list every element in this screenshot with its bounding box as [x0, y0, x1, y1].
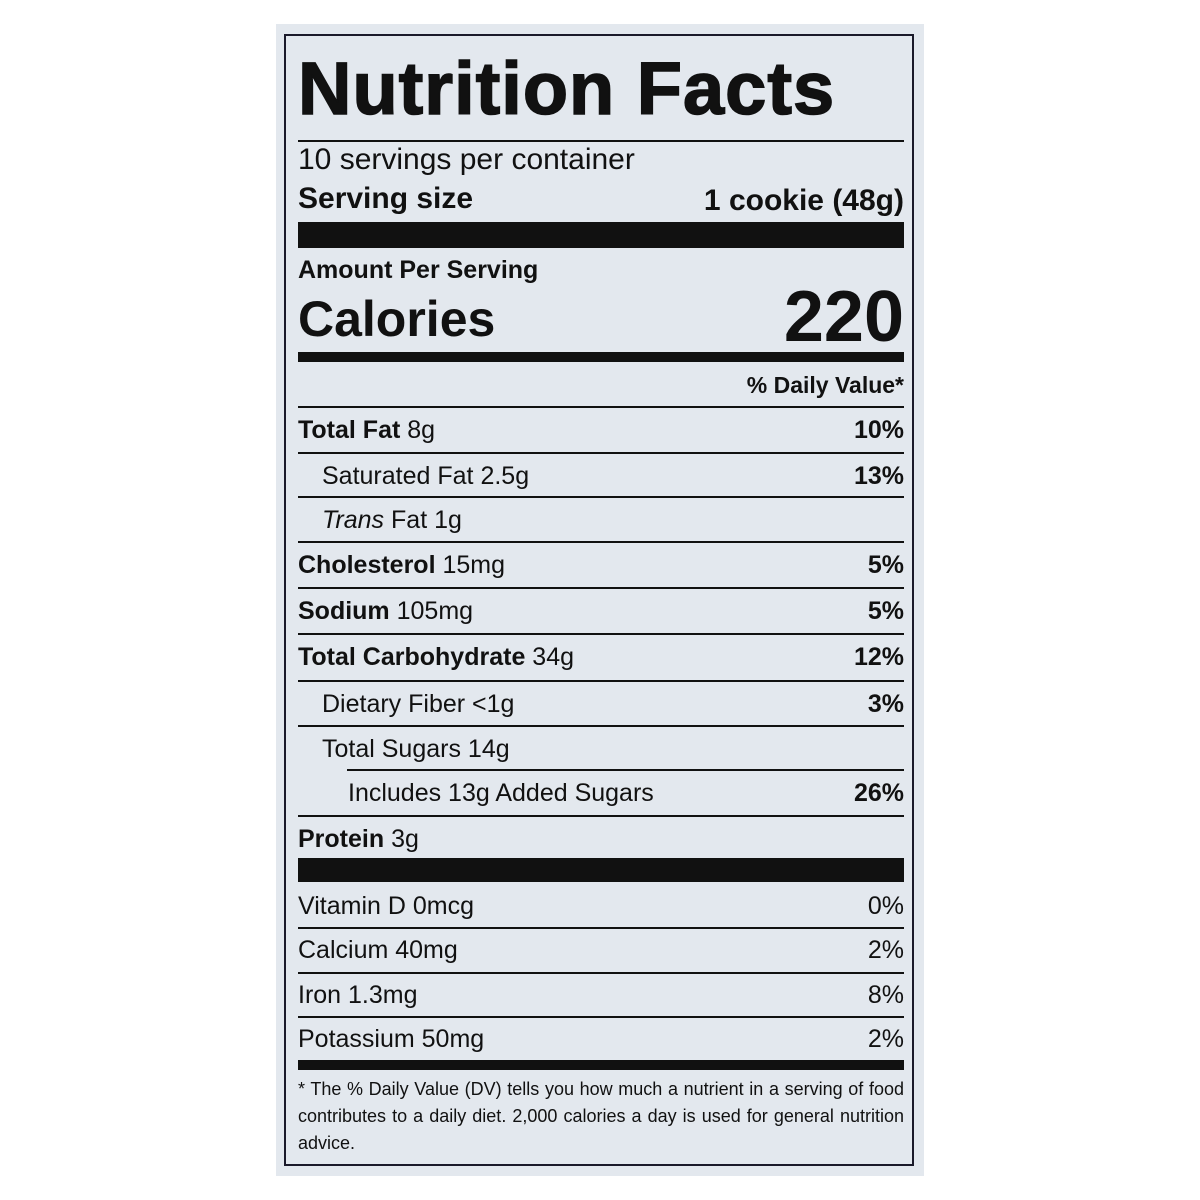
row-divider [298, 496, 904, 498]
nutrient-name: Total Sugars 14g [298, 735, 510, 764]
vitamin-name: Iron 1.3mg [298, 980, 418, 1009]
nutrient-name: Cholesterol 15mg [298, 551, 505, 580]
servings-per-container: 10 servings per container [298, 143, 635, 176]
nutrient-label: Total Fat [298, 415, 401, 444]
nutrient-name: Includes 13g Added Sugars [298, 779, 654, 808]
footnote: * The % Daily Value (DV) tells you how m… [298, 1079, 904, 1153]
label-border [284, 34, 914, 1166]
row-divider [298, 815, 904, 817]
calories-label: Calories [298, 291, 496, 347]
nutrient-name: Dietary Fiber <1g [298, 690, 514, 719]
row-divider [347, 769, 904, 771]
nutrient-row: Saturated Fat 2.5g 13% [298, 453, 904, 499]
row-divider [298, 633, 904, 635]
nutrient-amount: 2.5g [480, 461, 530, 490]
nutrient-name: Saturated Fat 2.5g [298, 462, 529, 491]
vitamin-daily-value: 2% [867, 935, 904, 964]
nutrient-row: Cholesterol 15mg 5% [298, 542, 904, 588]
thick-divider [298, 858, 904, 882]
nutrient-amount: 8g [407, 415, 436, 444]
nutrient-row: Protein 3g [298, 816, 904, 862]
vitamin-row: Vitamin D 0mcg 0% [298, 884, 904, 928]
row-divider [298, 406, 904, 408]
nutrient-daily-value: 10% [853, 415, 904, 444]
row-divider [298, 587, 904, 589]
nutrient-name: Total Carbohydrate 34g [298, 643, 574, 672]
nutrient-label: Includes 13g Added Sugars [348, 778, 654, 807]
row-divider [298, 927, 904, 929]
medium-divider [298, 1060, 904, 1070]
nutrient-row: Sodium 105mg 5% [298, 588, 904, 634]
nutrient-label: Total Carbohydrate [298, 642, 526, 671]
medium-divider [298, 352, 904, 362]
calories-value: 220 [783, 277, 904, 357]
nutrient-label: Trans [322, 505, 385, 534]
daily-value-header: % Daily Value* [746, 372, 904, 398]
vitamin-daily-value: 2% [867, 1024, 904, 1053]
nutrient-row: Trans Fat 1g [298, 497, 904, 543]
nutrient-name: Protein 3g [298, 825, 419, 854]
vitamin-name: Vitamin D 0mcg [298, 891, 474, 920]
serving-size-value: 1 cookie (48g) [703, 184, 904, 217]
amount-per-serving: Amount Per Serving [298, 256, 539, 284]
row-divider [298, 1016, 904, 1018]
nutrient-label: Cholesterol [298, 550, 436, 579]
nutrient-row: Total Sugars 14g [298, 726, 904, 772]
nutrient-label-suffix: Fat [391, 505, 428, 534]
row-divider [298, 452, 904, 454]
nutrient-amount: 105mg [396, 596, 474, 625]
nutrient-label: Sodium [298, 596, 390, 625]
vitamin-daily-value: 8% [867, 980, 904, 1009]
nutrient-row: Total Fat 8g 10% [298, 407, 904, 453]
nutrient-amount: 14g [467, 734, 510, 763]
vitamin-row: Iron 1.3mg 8% [298, 973, 904, 1017]
vitamin-name: Calcium 40mg [298, 935, 458, 964]
nutrient-daily-value: 3% [867, 689, 904, 718]
nutrient-label: Saturated Fat [322, 461, 474, 490]
nutrient-name: Sodium 105mg [298, 597, 473, 626]
nutrient-amount: 1g [434, 505, 462, 534]
nutrient-name: Trans Fat 1g [298, 506, 462, 535]
nutrient-daily-value: 13% [853, 461, 904, 490]
thick-divider [298, 222, 904, 248]
vitamin-row: Calcium 40mg 2% [298, 928, 904, 972]
nutrient-amount: 3g [391, 824, 419, 853]
row-divider [298, 972, 904, 974]
vitamin-row: Potassium 50mg 2% [298, 1017, 904, 1061]
row-divider [298, 725, 904, 727]
nutrient-amount: 15mg [442, 550, 506, 579]
nutrient-name: Total Fat 8g [298, 416, 435, 445]
label-title: Nutrition Facts [297, 46, 836, 131]
nutrient-label: Total Sugars [322, 734, 461, 763]
row-divider [298, 680, 904, 682]
nutrient-daily-value: 12% [853, 642, 904, 671]
nutrient-amount: 34g [532, 642, 575, 671]
nutrient-label: Dietary Fiber [322, 689, 466, 718]
nutrient-row: Includes 13g Added Sugars 26% [298, 770, 904, 816]
nutrient-daily-value: 26% [853, 778, 904, 807]
divider [298, 140, 904, 142]
nutrition-label [276, 24, 924, 1176]
nutrient-amount: <1g [472, 689, 515, 718]
nutrient-daily-value: 5% [867, 596, 904, 625]
vitamin-name: Potassium 50mg [298, 1024, 485, 1053]
nutrient-daily-value: 5% [867, 550, 904, 579]
nutrient-row: Dietary Fiber <1g 3% [298, 681, 904, 727]
nutrient-label: Protein [298, 824, 385, 853]
row-divider [298, 541, 904, 543]
vitamin-daily-value: 0% [867, 891, 904, 920]
nutrient-row: Total Carbohydrate 34g 12% [298, 634, 904, 680]
serving-size-label: Serving size [298, 182, 474, 215]
